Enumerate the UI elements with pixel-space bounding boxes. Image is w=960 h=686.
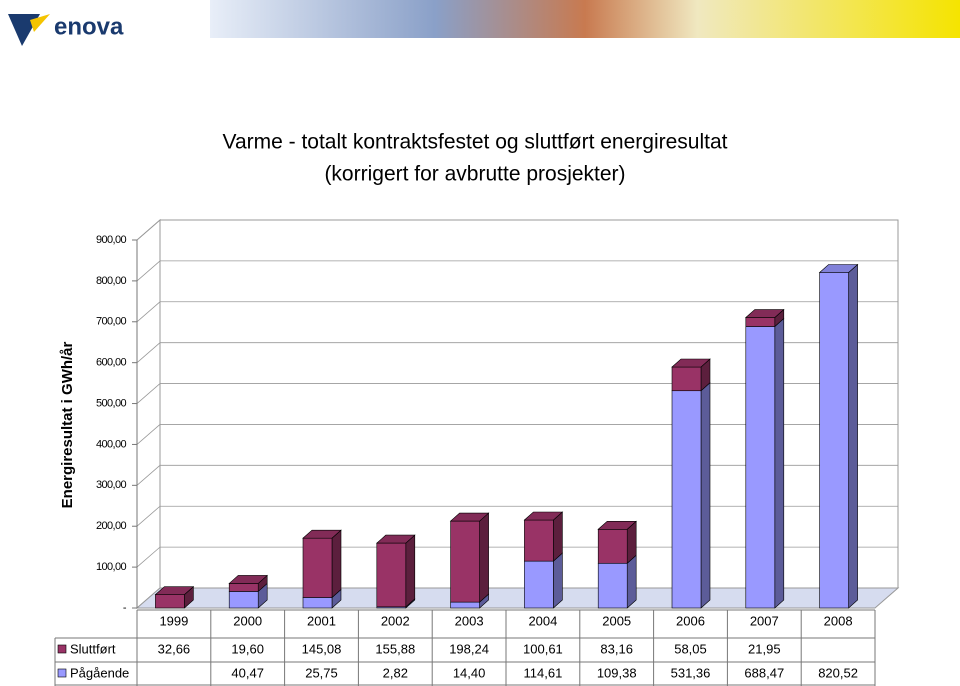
y-tick-label: 200,00 [96, 520, 127, 532]
table-value: 145,08 [302, 641, 342, 656]
logo-text: enova [54, 13, 124, 40]
bar-top [523, 511, 564, 521]
bar-top [228, 575, 268, 584]
y-tick-label: 100,00 [96, 561, 127, 573]
y-tick-label: 300,00 [96, 479, 127, 491]
bar [450, 601, 480, 609]
bar-top [597, 520, 637, 530]
bar [450, 520, 480, 603]
bar [819, 272, 849, 609]
table-value: 531,36 [671, 665, 711, 680]
table-value: 109,38 [597, 665, 637, 680]
x-tick-label: 2007 [750, 613, 779, 628]
table-value: 40,47 [231, 665, 264, 680]
grid-line [136, 505, 898, 527]
bar-top [154, 586, 195, 595]
grid-line [136, 301, 898, 323]
bar [597, 562, 628, 609]
bar-side [405, 534, 416, 608]
bar-side [774, 317, 785, 609]
x-tick-label: 2008 [824, 613, 853, 628]
bar [671, 366, 702, 392]
bar [228, 583, 259, 592]
x-tick-label: 2005 [602, 613, 631, 628]
bar [302, 537, 333, 598]
bar-top [745, 309, 785, 318]
bar [524, 519, 554, 562]
table-value: 198,24 [449, 641, 489, 656]
bar [597, 528, 628, 564]
table-value: 820,52 [818, 665, 858, 680]
table-value: 155,88 [375, 641, 415, 656]
bar-top [302, 529, 342, 539]
bar [376, 542, 407, 608]
y-tick-label: 700,00 [96, 316, 127, 328]
x-tick-label: 2001 [307, 613, 336, 628]
table-value: 83,16 [600, 641, 633, 656]
y-tick-label: - [123, 602, 127, 614]
logo-mark [30, 14, 50, 32]
bar [671, 390, 702, 609]
table-value: 58,05 [674, 641, 707, 656]
bar [745, 326, 776, 609]
legend-label: Sluttført [70, 641, 116, 656]
bar [524, 560, 554, 609]
bar-side [553, 552, 563, 609]
x-tick-label: 2002 [381, 613, 410, 628]
chart-title: Varme - totalt kontraktsfestet og sluttf… [223, 131, 728, 154]
bar-top [818, 264, 859, 273]
y-tick-label: 600,00 [96, 357, 127, 369]
bar-side [848, 263, 858, 609]
y-tick-label: 500,00 [96, 397, 127, 409]
grid-line [136, 219, 898, 241]
banner [210, 0, 960, 38]
table-value: 688,47 [744, 665, 784, 680]
table-value: 100,61 [523, 641, 563, 656]
y-tick-label: 400,00 [96, 438, 127, 450]
x-tick-label: 2000 [233, 613, 262, 628]
table-value: 2,82 [383, 665, 408, 680]
bar [155, 594, 185, 609]
bar-side [553, 511, 563, 562]
table-value: 25,75 [305, 665, 338, 680]
x-tick-label: 1999 [159, 613, 188, 628]
x-tick-label: 2003 [455, 613, 484, 628]
bar [302, 597, 333, 609]
bar-side [479, 512, 489, 603]
bar-top [671, 358, 711, 368]
grid-line [136, 260, 898, 282]
grid-line [136, 342, 898, 363]
x-tick-label: 2004 [528, 613, 557, 628]
grid-line [136, 546, 898, 568]
bar-side [626, 554, 637, 609]
legend-swatch [57, 668, 67, 678]
y-tick-label: 900,00 [96, 234, 127, 246]
grid-line [136, 383, 898, 404]
table-value: 21,95 [748, 641, 781, 656]
chart-subtitle: (korrigert for avbrutte prosjekter) [324, 163, 625, 186]
table-value: 14,40 [453, 665, 486, 680]
grid-line [136, 464, 898, 486]
table-value: 114,61 [524, 665, 563, 680]
y-tick-label: 800,00 [96, 275, 127, 287]
legend-swatch [57, 644, 67, 654]
x-tick-label: 2006 [676, 613, 705, 628]
bar-top [376, 534, 416, 544]
bar-top [449, 512, 490, 522]
bar [745, 317, 776, 327]
table-value: 19,60 [231, 641, 264, 656]
bar-side [331, 529, 342, 599]
bar [228, 591, 259, 609]
grid-line [136, 424, 898, 445]
bar-side [700, 382, 711, 609]
legend-label: Pågående [70, 665, 129, 680]
table-value: 32,66 [158, 641, 191, 656]
y-axis-label: Energiresultat i GWh/år [59, 341, 76, 508]
